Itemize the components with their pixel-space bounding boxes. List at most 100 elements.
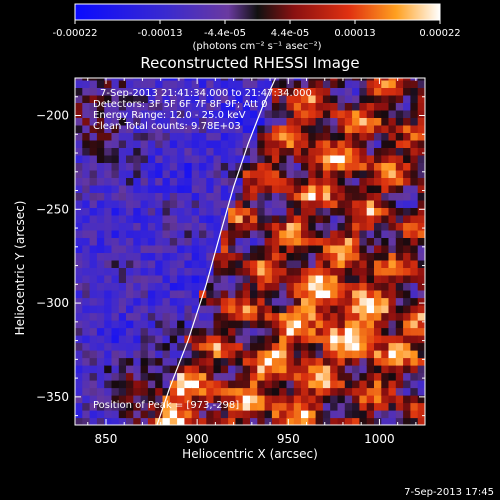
heatmap-cell: [322, 357, 331, 366]
heatmap-cell: [286, 237, 295, 246]
heatmap-cell: [118, 327, 127, 336]
y-axis: −200−250−300−350: [36, 77, 425, 417]
plot-frame: [74, 77, 426, 426]
heatmap-cell: [220, 402, 229, 411]
heatmap-cell: [395, 305, 404, 314]
heatmap-cell: [388, 87, 397, 96]
heatmap-cell: [206, 132, 215, 141]
heatmap-cell: [301, 109, 309, 118]
heatmap-cell: [184, 282, 193, 291]
heatmap-cell: [293, 109, 302, 118]
heatmap-cell: [199, 410, 207, 419]
heatmap-cell: [111, 139, 120, 148]
heatmap-cell: [344, 297, 353, 306]
heatmap-cell: [220, 267, 229, 276]
heatmap-cell: [410, 124, 419, 133]
heatmap-cell: [96, 199, 105, 208]
heatmap-cell: [279, 357, 288, 366]
heatmap-cell: [417, 78, 425, 81]
heatmap-cell: [250, 350, 258, 359]
heatmap-cell: [264, 229, 273, 238]
heatmap-cell: [344, 320, 353, 329]
heatmap-cell: [315, 365, 324, 374]
heatmap-cell: [75, 282, 83, 291]
heatmap-cell: [257, 124, 266, 133]
heatmap-cell: [235, 109, 244, 118]
heatmap-cell: [235, 312, 244, 321]
heatmap-cell: [155, 350, 164, 359]
heatmap-cell: [228, 380, 236, 389]
heatmap-cell: [169, 162, 178, 171]
heatmap-cell: [235, 244, 244, 253]
heatmap-cell: [133, 222, 142, 231]
heatmap-cell: [286, 78, 295, 81]
heatmap-cell: [140, 320, 149, 329]
heatmap-cell: [315, 147, 324, 156]
heatmap-cell: [191, 244, 200, 253]
heatmap-cell: [301, 222, 309, 231]
heatmap-cell: [89, 207, 98, 216]
heatmap-cell: [279, 109, 288, 118]
heatmap-cell: [213, 94, 222, 103]
heatmap-cell: [293, 177, 302, 186]
heatmap-cell: [184, 139, 193, 148]
heatmap-cell: [264, 259, 273, 268]
heatmap-cell: [220, 124, 229, 133]
heatmap-cell: [395, 199, 404, 208]
heatmap-cell: [104, 147, 113, 156]
heatmap-cell: [344, 365, 353, 374]
heatmap-cell: [75, 267, 83, 276]
heatmap-cell: [301, 290, 309, 299]
heatmap-cell: [257, 342, 266, 351]
heatmap-cell: [381, 109, 390, 118]
heatmap-cell: [403, 350, 411, 359]
heatmap-cell: [235, 117, 244, 126]
heatmap-cell: [242, 102, 251, 111]
heatmap-cell: [75, 102, 83, 111]
heatmap-cell: [381, 87, 390, 96]
heatmap-cell: [104, 169, 113, 178]
heatmap-cell: [271, 274, 280, 283]
heatmap-cell: [315, 199, 324, 208]
heatmap-cell: [82, 259, 91, 268]
heatmap-cell: [169, 259, 178, 268]
heatmap-cell: [162, 387, 171, 396]
heatmap-cell: [286, 327, 295, 336]
heatmap-cell: [96, 402, 105, 411]
heatmap-cell: [96, 387, 105, 396]
heatmap-cell: [366, 214, 375, 223]
heatmap-cell: [366, 297, 375, 306]
heatmap-cell: [82, 229, 91, 238]
heatmap-cell: [242, 229, 251, 238]
heatmap-cell: [111, 305, 120, 314]
heatmap-cell: [366, 117, 375, 126]
heatmap-cell: [330, 327, 339, 336]
heatmap-cell: [199, 252, 207, 261]
heatmap-cell: [147, 252, 156, 261]
heatmap-cell: [199, 350, 207, 359]
heatmap-cell: [308, 259, 317, 268]
heatmap-cell: [359, 244, 368, 253]
heatmap-cell: [184, 87, 193, 96]
heatmap-cell: [381, 282, 390, 291]
heatmap-cell: [133, 124, 142, 133]
heatmap-cell: [213, 274, 222, 283]
heatmap-cell: [344, 417, 353, 425]
heatmap-cell: [315, 387, 324, 396]
heatmap-cell: [177, 169, 185, 178]
heatmap-cell: [388, 244, 397, 253]
heatmap-cell: [147, 350, 156, 359]
heatmap-cell: [366, 109, 375, 118]
heatmap-cell: [111, 87, 120, 96]
heatmap-cell: [162, 169, 171, 178]
heatmap-cell: [410, 237, 419, 246]
heatmap-cell: [155, 244, 164, 253]
heatmap-cell: [250, 177, 258, 186]
heatmap-cell: [220, 417, 229, 425]
heatmap-cell: [140, 177, 149, 186]
heatmap-cell: [118, 169, 127, 178]
heatmap-cell: [162, 184, 171, 193]
heatmap-cell: [169, 342, 178, 351]
heatmap-cell: [264, 117, 273, 126]
heatmap-cell: [315, 410, 324, 419]
